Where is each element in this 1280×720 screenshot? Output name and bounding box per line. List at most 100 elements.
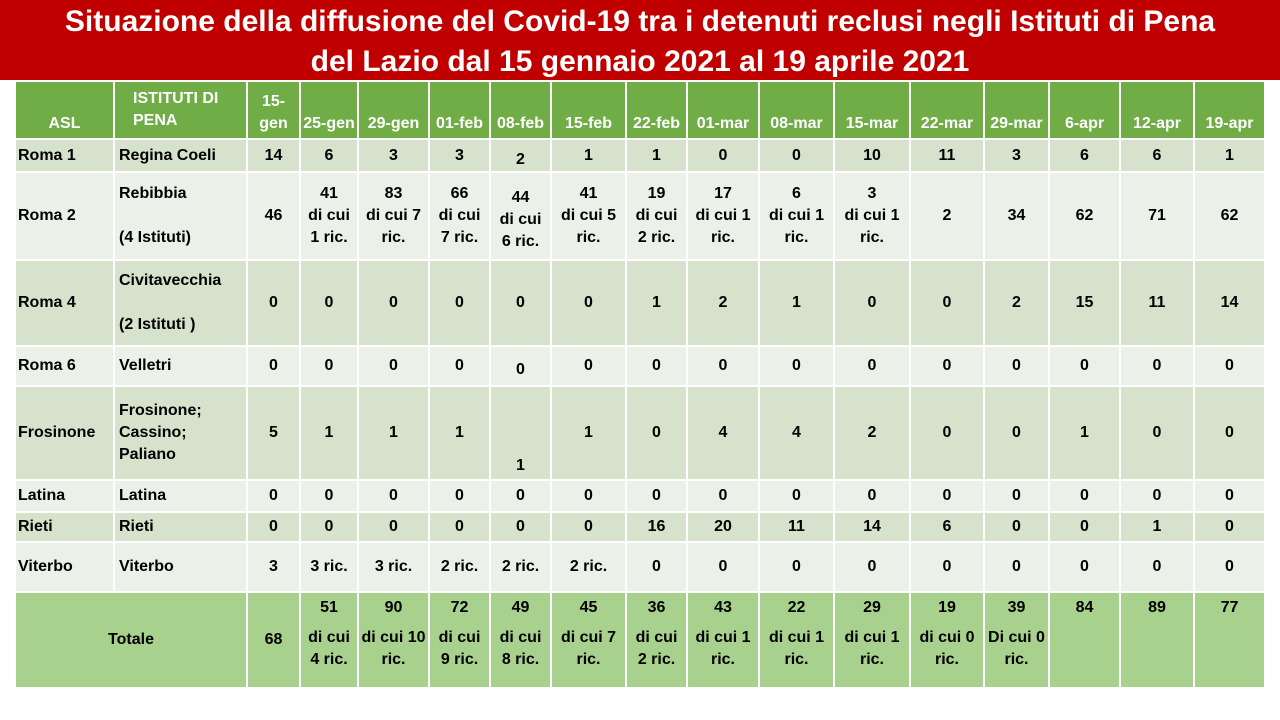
cell-total-label: Totale	[14, 591, 248, 689]
cell-value: 0	[1080, 518, 1089, 535]
cell-value: 0	[652, 424, 661, 441]
cell-count: 5	[246, 385, 301, 481]
table-row: Latina Latina 0 0 0 0 0 0 0 0 0 0 0 0 0 0 0	[14, 479, 1266, 513]
cell-value: 83	[384, 185, 403, 202]
cell-value: 1	[389, 424, 398, 441]
cell-note: di cui 1 ric.	[695, 207, 751, 246]
cell-value: 0	[1012, 558, 1021, 575]
cell-value: 2 ric.	[569, 558, 608, 575]
table-header-row: ASL ISTITUTI DI PENA 15-gen 25-gen 29-gen 0…	[14, 80, 1266, 140]
table-row: Roma 1 Regina Coeli 14 6 3 3 2 1 1 0 0 10 11 3 6 6 1	[14, 138, 1266, 173]
cell-count: 0	[758, 541, 835, 593]
cell-count: 0	[1193, 541, 1266, 593]
cell-count: 0	[299, 511, 359, 543]
cell-count: 14	[246, 138, 301, 173]
table-row: Rieti Rieti 0 0 0 0 0 0 16 20 11 14 6 0 0 1 0	[14, 511, 1266, 543]
cell-total-count: 19 di cui 0 ric.	[909, 591, 985, 689]
cell-count: 0	[550, 511, 627, 543]
header-date: 22-feb	[625, 80, 688, 140]
cell-count: 0	[758, 138, 835, 173]
cell-count: 0	[625, 479, 688, 513]
cell-count: 1	[1048, 385, 1121, 481]
cell-count: 44 di cui 6 ric.	[489, 171, 552, 261]
cell-value: 2	[516, 150, 525, 168]
cell-value: 0	[269, 518, 278, 535]
cell-count: 17 di cui 1 ric.	[686, 171, 760, 261]
cell-value: 0	[867, 357, 877, 374]
cell-value: 0	[516, 294, 525, 311]
cell-count: 66 di cui 7 ric.	[428, 171, 491, 261]
cell-count: 0	[686, 345, 760, 387]
cell-value: 0	[324, 357, 334, 374]
cell-count: 0	[1119, 385, 1195, 481]
cell-count: 2 ric.	[489, 541, 552, 593]
header-date: 15-feb	[550, 80, 627, 140]
cell-count: 15	[1048, 259, 1121, 347]
cell-total-count: 36 di cui 2 ric.	[625, 591, 688, 689]
header-istituti: ISTITUTI DI PENA	[113, 80, 248, 140]
covid-table-container: ASL ISTITUTI DI PENA 15-gen 25-gen 29-gen 0…	[14, 80, 1266, 689]
cell-value: 0	[584, 294, 593, 311]
cell-count: 1	[428, 385, 491, 481]
cell-value: 3	[269, 558, 278, 575]
cell-value: 72	[450, 599, 469, 616]
cell-value: 2	[867, 424, 877, 441]
cell-value: 0	[584, 518, 593, 535]
cell-count: 14	[1193, 259, 1266, 347]
cell-note: di cui 9 ric.	[438, 629, 481, 668]
cell-value: 0	[942, 424, 952, 441]
cell-istituti: Regina Coeli	[113, 138, 248, 173]
cell-count: 6	[299, 138, 359, 173]
cell-count: 3	[428, 138, 491, 173]
cell-value: 1	[1080, 424, 1089, 441]
header-date: 01-mar	[686, 80, 760, 140]
header-date: 08-feb	[489, 80, 552, 140]
cell-value: 22	[787, 599, 806, 616]
cell-value: 0	[1152, 487, 1162, 504]
cell-value: 0	[792, 146, 801, 164]
cell-count: 1	[489, 385, 552, 481]
cell-total-count: 90 di cui 10 ric.	[357, 591, 430, 689]
cell-value: 0	[584, 357, 593, 374]
cell-value: 0	[455, 357, 464, 374]
cell-count: 0	[357, 511, 430, 543]
header-date: 08-mar	[758, 80, 835, 140]
cell-count: 0	[686, 138, 760, 173]
cell-count: 0	[1119, 479, 1195, 513]
cell-value: 90	[384, 599, 403, 616]
cell-value: 43	[714, 599, 732, 616]
cell-value: 0	[792, 487, 801, 504]
cell-count: 0	[983, 479, 1050, 513]
cell-value: 0	[718, 357, 728, 374]
cell-count: 0	[686, 479, 760, 513]
cell-asl: Rieti	[14, 511, 115, 543]
cell-count: 0	[833, 259, 911, 347]
cell-count: 0	[299, 479, 359, 513]
cell-value: 1	[584, 424, 593, 441]
cell-total-count: 29 di cui 1 ric.	[833, 591, 911, 689]
cell-istituti: Rebibbia (4 Istituti)	[113, 171, 248, 261]
istituto-line: Velletri	[119, 357, 172, 374]
cell-count: 0	[1119, 541, 1195, 593]
cell-value: 2	[1012, 294, 1021, 311]
cell-value: 0	[324, 294, 334, 311]
cell-value: 0	[1080, 357, 1089, 374]
cell-count: 6	[1119, 138, 1195, 173]
cell-value: 0	[1152, 558, 1162, 575]
cell-value: 0	[942, 558, 952, 575]
cell-count: 0	[489, 345, 552, 387]
cell-value: 39	[1007, 599, 1026, 616]
title-line-1: Situazione della diffusione del Covid-19…	[64, 5, 1216, 38]
cell-value: 0	[1225, 487, 1234, 504]
cell-count: 2 ric.	[550, 541, 627, 593]
cell-note: di cui 1 ric.	[768, 207, 825, 246]
cell-value: 17	[714, 185, 732, 202]
table-row: Viterbo Viterbo 3 3 ric. 3 ric. 2 ric. 2 ric. 2…	[14, 541, 1266, 593]
cell-note: di cui 1 ric.	[844, 207, 900, 246]
cell-count: 2	[489, 138, 552, 173]
cell-note: di cui 2 ric.	[635, 629, 678, 668]
cell-note: di cui 4 ric.	[308, 629, 350, 668]
cell-value: 29	[863, 599, 881, 616]
cell-value: 14	[863, 518, 881, 535]
cell-count: 3	[357, 138, 430, 173]
